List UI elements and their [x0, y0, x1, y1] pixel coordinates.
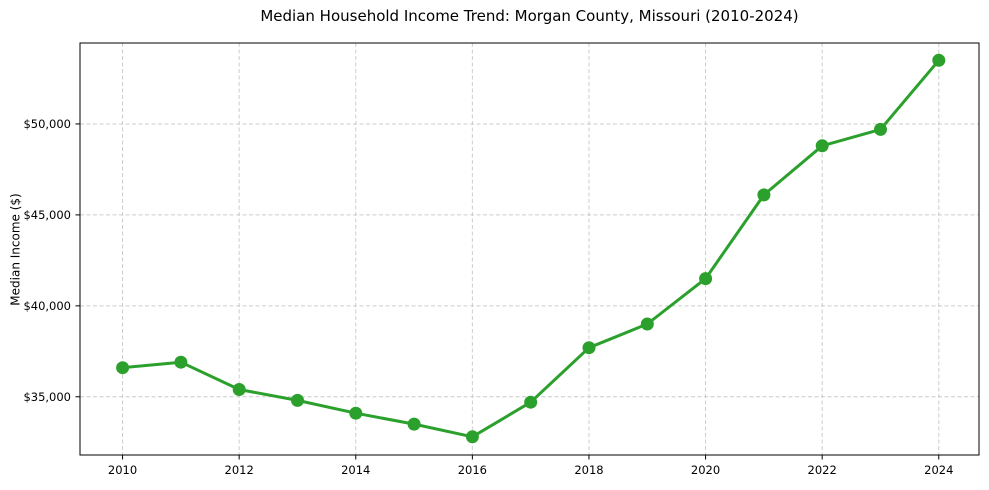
x-tick-label: 2016 [458, 463, 487, 477]
data-point-2020 [699, 272, 713, 286]
data-point-2011 [174, 355, 188, 369]
data-point-2022 [815, 139, 829, 153]
data-point-2021 [757, 188, 771, 202]
y-tick-label: $45,000 [23, 208, 71, 222]
data-point-2024 [932, 53, 946, 67]
y-tick-label: $50,000 [23, 117, 71, 131]
data-point-2016 [465, 430, 479, 444]
data-point-2023 [874, 122, 887, 136]
data-point-2018 [582, 341, 596, 355]
x-tick-label: 2018 [574, 463, 603, 477]
plot-frame [79, 42, 980, 456]
y-tick-label: $40,000 [23, 299, 71, 313]
x-tick-label: 2020 [691, 463, 720, 477]
data-point-2015 [407, 417, 421, 431]
data-point-2012 [232, 383, 246, 396]
x-tick-label: 2024 [924, 463, 953, 477]
x-tick-label: 2022 [808, 463, 837, 477]
x-tick-label: 2014 [341, 463, 370, 477]
data-point-2013 [291, 393, 304, 407]
data-point-2014 [349, 406, 363, 420]
data-point-2010 [116, 361, 130, 375]
y-tick-label: $35,000 [23, 390, 71, 404]
chart-title: Median Household Income Trend: Morgan Co… [260, 7, 799, 25]
x-tick-label: 2010 [108, 463, 137, 477]
data-point-2019 [640, 317, 654, 331]
x-tick-label: 2012 [225, 463, 254, 477]
data-point-2017 [524, 395, 538, 409]
income-line-series [121, 58, 941, 439]
